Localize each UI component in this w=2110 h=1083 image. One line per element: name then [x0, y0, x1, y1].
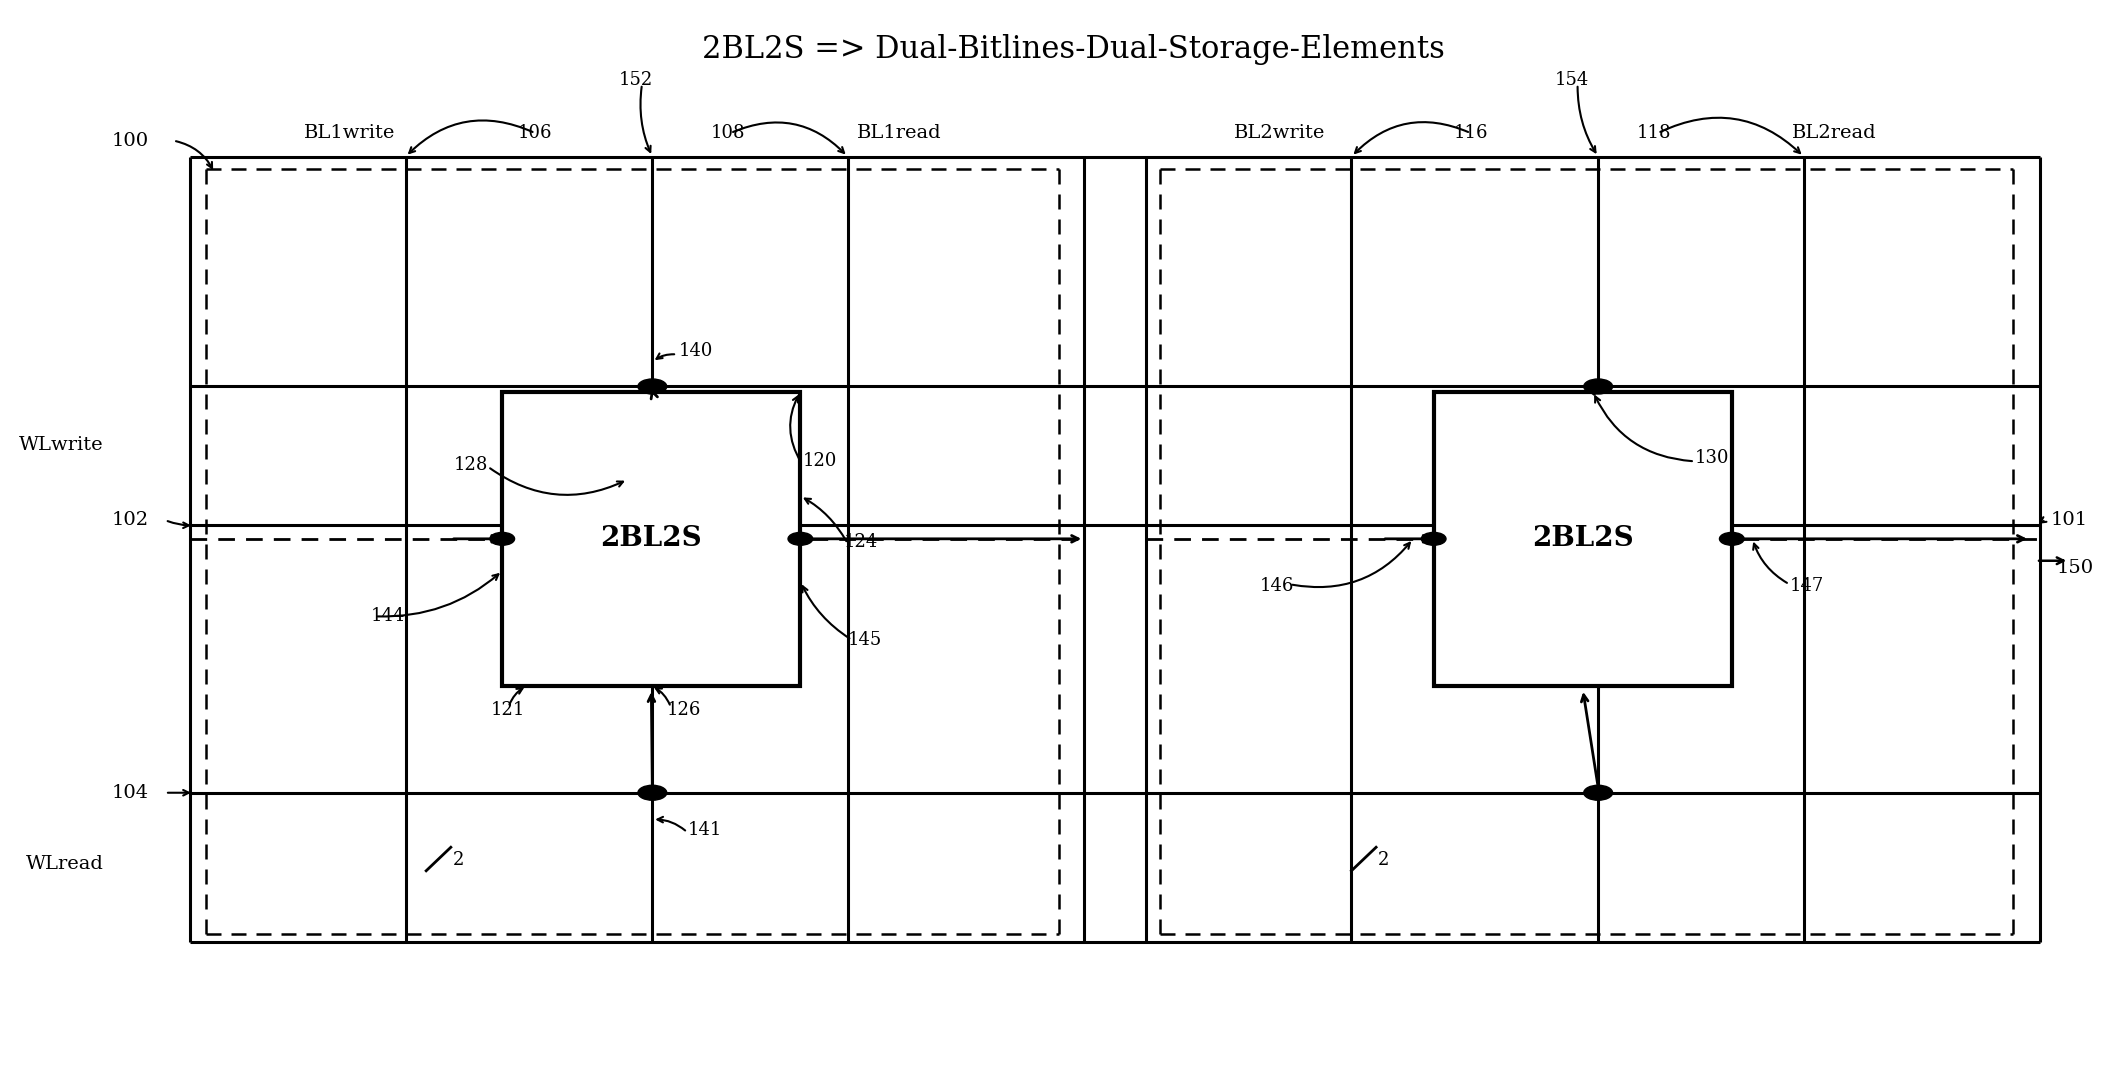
Text: 121: 121	[492, 702, 525, 719]
Text: 108: 108	[711, 125, 745, 142]
Text: 120: 120	[802, 453, 838, 470]
Circle shape	[637, 379, 667, 394]
Circle shape	[490, 533, 515, 545]
Text: WLread: WLread	[25, 856, 103, 873]
Circle shape	[1585, 379, 1612, 394]
Text: 101: 101	[2051, 511, 2087, 530]
Text: BL2read: BL2read	[1791, 125, 1878, 142]
Text: 2: 2	[1378, 851, 1390, 869]
Text: BL2write: BL2write	[1234, 125, 1325, 142]
Text: WLwrite: WLwrite	[19, 436, 103, 454]
Text: 102: 102	[112, 511, 148, 530]
Text: 147: 147	[1789, 577, 1823, 596]
Text: 124: 124	[844, 533, 878, 550]
Text: 154: 154	[1555, 70, 1589, 89]
Text: 2BL2S: 2BL2S	[1532, 525, 1633, 552]
Circle shape	[787, 533, 812, 545]
Text: 126: 126	[667, 702, 701, 719]
Text: BL1read: BL1read	[857, 125, 941, 142]
Text: 128: 128	[454, 456, 487, 473]
Circle shape	[637, 785, 667, 800]
Circle shape	[1720, 533, 1745, 545]
Text: 146: 146	[1260, 577, 1293, 596]
Text: 118: 118	[1637, 125, 1671, 142]
Text: 104: 104	[112, 784, 148, 801]
Text: 2BL2S: 2BL2S	[601, 525, 703, 552]
Text: 152: 152	[618, 70, 652, 89]
Text: BL1write: BL1write	[304, 125, 397, 142]
Text: 2BL2S => Dual-Bitlines-Dual-Storage-Elements: 2BL2S => Dual-Bitlines-Dual-Storage-Elem…	[703, 34, 1445, 65]
Text: 2: 2	[454, 851, 464, 869]
Text: 144: 144	[371, 608, 405, 625]
Text: 150: 150	[2057, 559, 2093, 577]
Text: 141: 141	[688, 821, 722, 839]
Text: 140: 140	[679, 342, 713, 361]
Text: 106: 106	[517, 125, 553, 142]
Circle shape	[1422, 533, 1445, 545]
Text: 100: 100	[112, 131, 148, 149]
Circle shape	[1585, 785, 1612, 800]
Text: 116: 116	[1454, 125, 1488, 142]
Bar	[1433, 392, 1732, 686]
Bar	[502, 392, 800, 686]
Text: 145: 145	[848, 631, 882, 649]
Text: 130: 130	[1694, 449, 1730, 467]
